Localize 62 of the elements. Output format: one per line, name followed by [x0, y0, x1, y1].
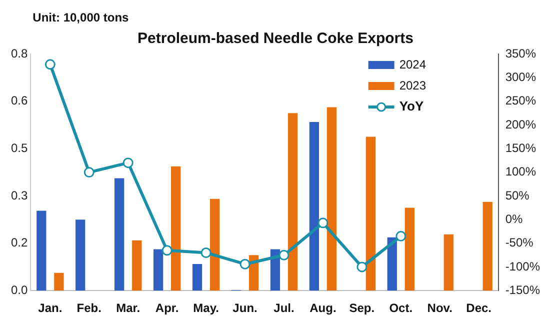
bar	[76, 220, 86, 291]
y2-tick-label: -50%	[505, 236, 534, 250]
y2-tick-label: -150%	[505, 282, 540, 297]
x-tick-label: Jan.	[38, 301, 62, 316]
y-tick-label: 0.0	[10, 282, 28, 297]
chart-title: Petroleum-based Needle Coke Exports	[138, 30, 414, 48]
bar	[482, 202, 492, 291]
point	[396, 230, 406, 242]
y-tick-label: 0.8	[10, 46, 28, 60]
y2-tick-label: 250%	[505, 94, 536, 108]
x-tick-label: May.	[193, 301, 219, 316]
point	[278, 250, 290, 260]
x-tick-label: Sep.	[349, 301, 375, 316]
bar	[54, 272, 64, 291]
y2-tick-label: 300%	[505, 70, 536, 84]
x-tick-label: Oct.	[389, 301, 413, 316]
point	[162, 245, 172, 256]
bar	[153, 249, 164, 291]
bar	[36, 210, 46, 291]
x-tick-label: Apr.	[155, 301, 179, 316]
bar	[404, 208, 414, 291]
bar	[444, 234, 454, 291]
bar	[114, 178, 124, 291]
y2-tick-label: 350%	[505, 46, 536, 60]
y-tick-label: 0.6	[10, 94, 28, 108]
y2-tick-label: 200%	[505, 117, 536, 132]
point	[240, 258, 250, 270]
x-tick-label: Aug.	[310, 301, 336, 316]
point	[200, 247, 212, 258]
y-tick-label: 0.3	[10, 188, 28, 202]
x-tick-label: Nov.	[427, 301, 452, 316]
point	[84, 167, 94, 178]
legend-label: 2023	[399, 78, 426, 92]
x-tick-label: Mar.	[116, 301, 140, 316]
y2-tick-label: 0%	[505, 212, 523, 226]
legend-label: YoY	[399, 98, 424, 114]
bar	[366, 136, 376, 291]
y2-tick-label: 100%	[505, 164, 536, 179]
bar	[210, 198, 220, 291]
y-tick-label: 0.2	[10, 236, 28, 250]
point	[122, 158, 134, 168]
y-tick-label: 0.5	[10, 140, 28, 155]
bar	[326, 107, 337, 291]
x-tick-label: Jul.	[274, 301, 294, 316]
text: Unit: 10,000 tons	[32, 10, 130, 24]
bar	[171, 166, 181, 291]
bar	[387, 237, 397, 291]
bar	[192, 264, 202, 291]
point	[318, 218, 328, 228]
bar	[288, 113, 298, 291]
legend-label: 2024	[399, 57, 426, 72]
point	[44, 59, 56, 70]
point	[356, 262, 368, 272]
y2-tick-label: 150%	[505, 140, 536, 155]
bar	[132, 240, 142, 291]
bar	[270, 249, 280, 291]
x-tick-label: Dec.	[466, 301, 492, 316]
y2-tick-label: 50%	[505, 188, 530, 202]
y2-tick-label: -100%	[505, 259, 540, 274]
x-tick-label: Jun.	[232, 301, 258, 316]
x-tick-label: Feb.	[76, 301, 102, 316]
bar	[309, 122, 320, 291]
